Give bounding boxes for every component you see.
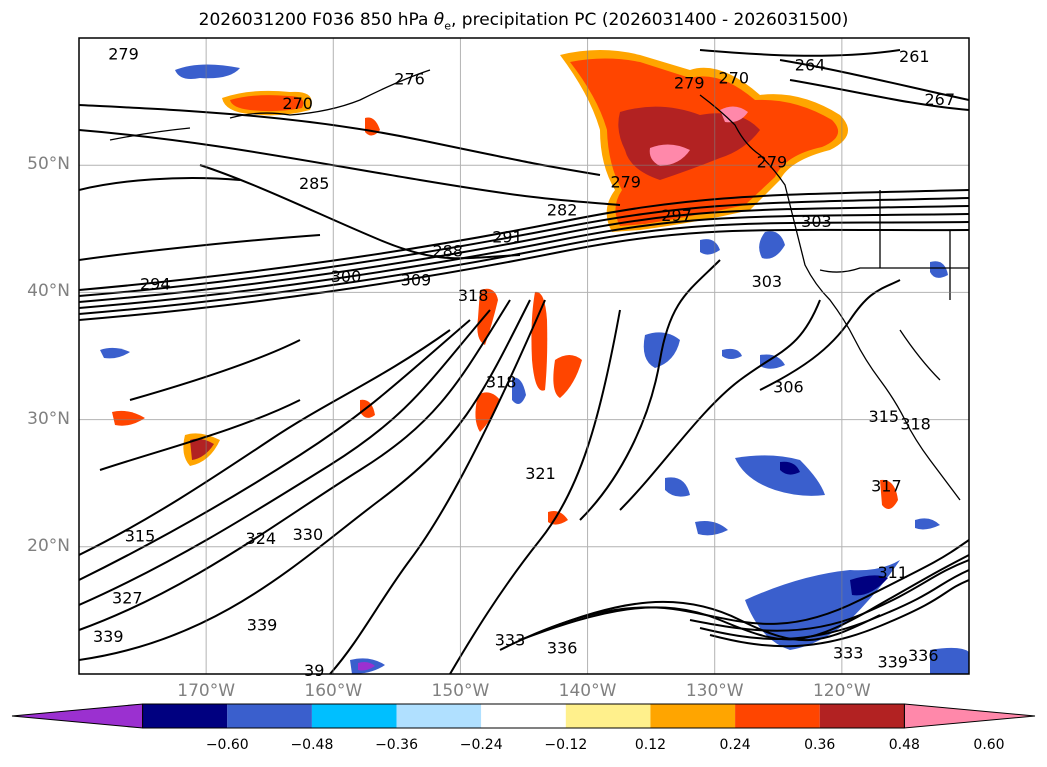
colorbar-segment	[481, 704, 566, 728]
contour-label: 291	[492, 227, 523, 246]
contour-label: 279	[108, 44, 139, 63]
lon-tick-label: 120°W	[812, 681, 871, 701]
colorbar-segment	[735, 704, 820, 728]
contour-label: 339	[93, 627, 124, 646]
contour-label: 324	[246, 529, 277, 548]
contour-label: 270	[719, 68, 750, 87]
colorbar-segment	[396, 704, 482, 728]
contour-label: 339	[877, 652, 908, 671]
colorbar-tick-label: −0.60	[205, 737, 249, 753]
colorbar-tick-label: 0.36	[804, 737, 836, 753]
contour-label: 294	[140, 274, 171, 293]
lat-tick-label: 30°N	[27, 408, 70, 429]
contour-label: 336	[547, 638, 578, 657]
contour-label: 279	[674, 74, 705, 93]
lat-tick-label: 50°N	[27, 154, 70, 175]
contour-label: 330	[293, 525, 324, 544]
contour-label: 315	[125, 526, 156, 545]
contour-label: 303	[752, 272, 783, 291]
contour-label: 270	[282, 94, 313, 113]
lon-tick-label: 170°W	[177, 681, 236, 701]
contour-label: 303	[801, 212, 832, 231]
contour-label: 315	[869, 407, 900, 426]
contour-label: 317	[871, 477, 902, 496]
contour-label: 339	[247, 615, 278, 634]
colorbar-segment	[311, 704, 397, 728]
contour-label: 282	[547, 201, 578, 220]
colorbar-tick-label: 0.48	[888, 737, 920, 753]
colorbar-extend-min	[11, 703, 144, 729]
colorbar-tick-label: 0.24	[719, 737, 751, 753]
lon-tick-label: 140°W	[558, 681, 617, 701]
colorbar-tick-label: −0.12	[544, 737, 588, 753]
contour-label: 261	[899, 47, 930, 66]
colorbar-segment	[227, 704, 312, 728]
colorbar-tick-label: 0.60	[973, 737, 1005, 753]
colorbar-segment	[650, 704, 736, 728]
contour-label: 318	[458, 286, 489, 305]
contour-labels: 279 276 270 279 270 264 261 267 279 285 279 282 297 3…	[93, 44, 955, 680]
colorbar	[11, 703, 1036, 729]
coastlines	[109, 69, 969, 501]
contour-label: 318	[486, 372, 517, 391]
colorbar-tick-label: −0.48	[290, 737, 334, 753]
contour-label: 267	[924, 90, 955, 109]
lat-tick-label: 20°N	[27, 535, 70, 556]
contour-label: 300	[331, 267, 362, 286]
theta-e-contours	[79, 49, 969, 674]
contour-label: 327	[112, 589, 143, 608]
contour-label: 279	[757, 152, 788, 171]
contour-label: 321	[525, 464, 556, 483]
contour-label: 306	[773, 378, 804, 397]
contour-label: 288	[432, 241, 463, 260]
colorbar-segment	[819, 704, 905, 728]
map-frame	[78, 37, 970, 675]
colorbar-segment	[142, 704, 228, 728]
contour-label: 264	[795, 56, 826, 75]
contour-label: 318	[900, 414, 931, 433]
lon-tick-label: 150°W	[431, 681, 490, 701]
map-title: 2026031200 F036 850 hPa θe, precipitatio…	[198, 10, 849, 33]
colorbar-extend-max	[903, 703, 1036, 729]
lon-tick-label: 130°W	[685, 681, 744, 701]
contour-label: 333	[833, 643, 864, 662]
colorbar-segment	[565, 704, 651, 728]
colorbar-tick-label: −0.24	[459, 737, 503, 753]
contour-label: 276	[394, 70, 425, 89]
graticule	[79, 38, 969, 674]
contour-label: 336	[908, 646, 939, 665]
lon-tick-label: 160°W	[304, 681, 363, 701]
contour-label: 333	[495, 631, 526, 650]
contour-label: 39	[304, 661, 324, 680]
colorbar-tick-label: −0.36	[375, 737, 418, 753]
contour-label: 279	[610, 173, 641, 192]
precipitation-field	[100, 50, 969, 674]
colorbar-tick-label: 0.12	[634, 737, 667, 753]
contour-label: 309	[401, 271, 432, 290]
contour-label: 285	[299, 174, 330, 193]
contour-label: 297	[661, 206, 692, 225]
lat-tick-label: 40°N	[27, 281, 70, 302]
contour-label: 311	[877, 563, 908, 582]
